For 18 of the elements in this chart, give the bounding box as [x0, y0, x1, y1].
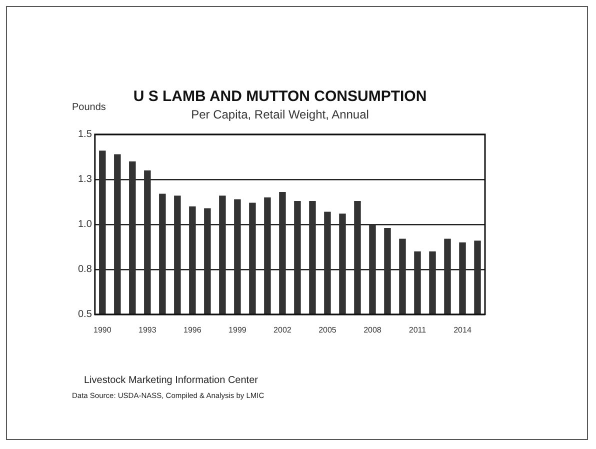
x-tick-label: 2008: [364, 325, 382, 334]
text: Livestock Marketing Information Center: [84, 375, 258, 386]
x-tick-label: 1990: [94, 325, 112, 334]
x-tick-label: 1999: [228, 325, 247, 334]
chart-subtitle: Per Capita, Retail Weight, Annual: [191, 108, 369, 122]
y-tick-label: 0.8: [78, 264, 92, 276]
x-tick-label: 2002: [274, 325, 292, 334]
x-tick-label: 1993: [138, 325, 157, 334]
y-axis-title: Pounds: [72, 102, 106, 113]
x-tick-label: 2014: [454, 325, 472, 334]
x-tick-label: 2005: [318, 325, 337, 334]
y-tick-label: 1.0: [78, 219, 92, 230]
y-tick-label: 0.5: [78, 309, 92, 320]
y-tick-label: 1.3: [78, 174, 92, 186]
x-tick-label: 2011: [408, 325, 427, 334]
y-tick-label: 1.5: [78, 129, 92, 140]
x-tick-label: 1996: [184, 325, 202, 334]
chart-title: U S LAMB AND MUTTON CONSUMPTION: [133, 88, 427, 106]
